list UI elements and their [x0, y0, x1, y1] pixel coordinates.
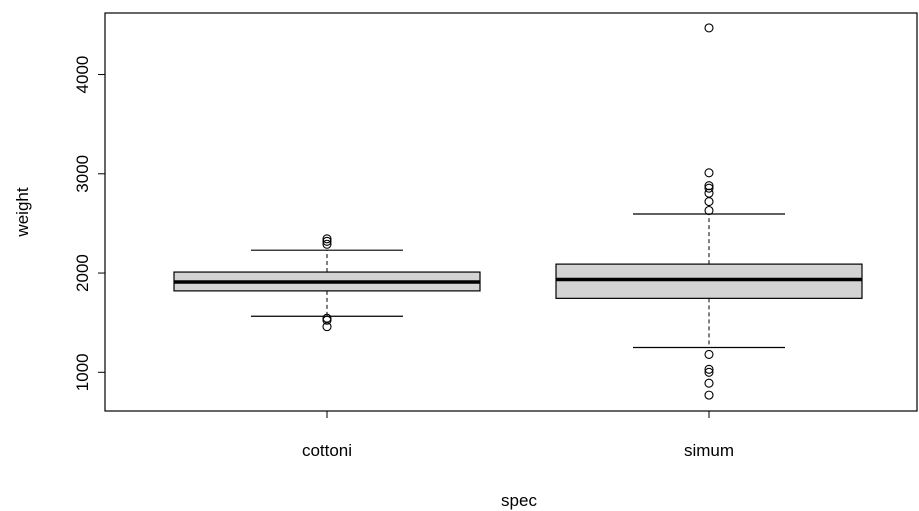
outlier-point: [322, 313, 332, 323]
y-axis-title: weight: [13, 187, 32, 237]
x-tick-label: cottoni: [302, 441, 352, 460]
outlier-point: [704, 390, 714, 400]
outlier-point: [322, 239, 332, 249]
y-tick-label: 3000: [73, 155, 92, 193]
outlier-point: [704, 364, 714, 374]
plot-frame: [104, 12, 918, 412]
outlier-point: [704, 197, 714, 207]
outlier-point: [704, 205, 714, 216]
y-tick-label: 4000: [73, 56, 92, 94]
outlier-point: [322, 234, 332, 244]
outlier-point: [704, 367, 714, 377]
box-cottoni: [173, 234, 481, 332]
x-axis-title: spec: [501, 491, 537, 510]
outlier-point: [704, 349, 714, 359]
x-tick-label: simum: [684, 441, 734, 460]
outlier-point: [322, 236, 332, 246]
y-tick-label: 2000: [73, 254, 92, 292]
outlier-point: [704, 23, 714, 33]
outlier-point: [704, 181, 714, 191]
y-tick-label: 1000: [73, 353, 92, 391]
outlier-point: [704, 168, 714, 178]
outlier-point: [704, 183, 714, 193]
outlier-point: [704, 378, 714, 388]
outlier-point: [704, 188, 714, 198]
box-simum: [555, 23, 863, 400]
